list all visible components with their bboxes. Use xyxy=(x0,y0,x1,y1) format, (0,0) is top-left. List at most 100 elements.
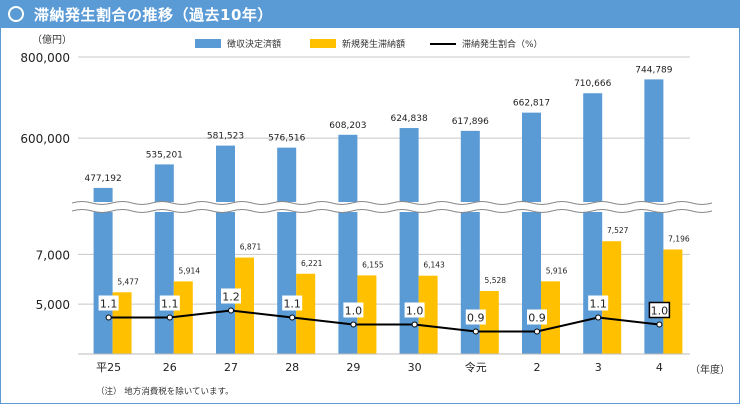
ratio-label: 1.0 xyxy=(406,305,424,318)
ratio-line xyxy=(108,309,660,333)
bar-label-collected: 576,516 xyxy=(268,134,305,144)
bar-collected-lower xyxy=(93,209,113,354)
ratio-label: 1.1 xyxy=(161,298,179,311)
ratio-label: 1.0 xyxy=(345,305,363,318)
ratio-label-box xyxy=(221,288,241,304)
ratio-label: 0.9 xyxy=(467,312,485,325)
ratio-label: 1.2 xyxy=(222,291,240,304)
bar-collected-lower xyxy=(216,209,235,354)
ratio-point xyxy=(472,328,479,335)
bar-new-delinquent xyxy=(541,281,560,354)
ratio-label: 0.9 xyxy=(528,312,546,325)
bar-new-delinquent xyxy=(296,273,316,354)
ratio-label-box xyxy=(588,295,609,311)
bar-collected-upper xyxy=(522,112,541,206)
bar-collected-lower xyxy=(277,209,297,354)
bar-collected-lower xyxy=(644,209,664,354)
x-tick-label: 29 xyxy=(346,361,360,374)
legend-label-new-delinquent: 新規発生滞納額 xyxy=(342,40,406,50)
y-tick-label: 5,000 xyxy=(36,298,70,312)
bar-collected-upper xyxy=(154,164,174,206)
x-tick-label: 令元 xyxy=(465,360,487,374)
ratio-label-box xyxy=(404,302,425,318)
bar-new-delinquent xyxy=(602,241,622,354)
ratio-point xyxy=(228,307,234,314)
bar-label-new-delinquent: 6,143 xyxy=(423,261,445,270)
ratio-label-box-highlight xyxy=(648,301,671,319)
page-title: 滞納発生割合の推移（過去10年） xyxy=(34,6,273,24)
ratio-label: 1.1 xyxy=(589,298,607,311)
footnote: （注） 地方消費税を除いています。 xyxy=(96,387,234,397)
ratio-label-box xyxy=(527,309,547,325)
ratio-label-box xyxy=(282,295,303,311)
bar-label-new-delinquent: 5,914 xyxy=(179,266,201,275)
x-unit-label: （年度） xyxy=(690,365,730,376)
bar-collected-upper xyxy=(277,147,297,206)
axis-break-band xyxy=(72,202,696,212)
legend-label-collected: 徴収決定済額 xyxy=(227,40,282,50)
bar-label-new-delinquent: 7,196 xyxy=(668,234,690,243)
x-tick-label: 4 xyxy=(656,361,663,374)
x-tick-label: 3 xyxy=(595,361,602,374)
bar-collected-lower xyxy=(583,209,603,354)
ratio-point xyxy=(166,314,173,321)
axis-break-line-top xyxy=(71,201,713,205)
bar-label-collected: 617,896 xyxy=(452,117,489,127)
ratio-point xyxy=(656,321,663,328)
x-tick-label: 28 xyxy=(285,361,299,374)
bar-collected-upper xyxy=(338,134,358,206)
legend-swatch-yellow xyxy=(310,39,336,48)
ratio-label: 1.0 xyxy=(651,305,669,318)
ratio-point xyxy=(350,321,357,328)
ratio-point xyxy=(105,314,112,321)
ratio-label-box xyxy=(159,295,180,311)
bar-new-delinquent xyxy=(418,275,438,354)
x-tick-label: 26 xyxy=(163,361,177,374)
bar-label-new-delinquent: 5,916 xyxy=(546,266,568,275)
axis-break-line-bottom xyxy=(71,209,713,213)
x-tick-label: 2 xyxy=(534,361,541,374)
y-tick-label: 800,000 xyxy=(20,51,70,65)
ratio-label-box xyxy=(343,302,364,318)
bar-collected-lower xyxy=(154,209,174,354)
legend-label-ratio: 滞納発生割合（%） xyxy=(462,40,543,50)
x-tick-label: 平25 xyxy=(96,361,121,374)
legend-swatch-blue xyxy=(195,39,221,48)
bar-label-collected: 535,201 xyxy=(146,150,183,160)
ratio-label: 1.1 xyxy=(283,298,301,311)
bar-label-new-delinquent: 6,155 xyxy=(362,260,384,269)
bar-collected-lower xyxy=(338,209,358,354)
bar-label-new-delinquent: 5,528 xyxy=(485,276,507,285)
ratio-label-box xyxy=(465,309,486,325)
bar-new-delinquent xyxy=(663,249,683,354)
ratio-point xyxy=(411,321,418,328)
bar-label-new-delinquent: 7,527 xyxy=(607,226,629,235)
x-tick-label: 27 xyxy=(224,361,238,374)
ratio-label-box xyxy=(98,295,119,311)
bar-label-collected: 608,203 xyxy=(329,121,366,131)
y-tick-label: 7,000 xyxy=(36,248,70,262)
bar-label-collected: 477,192 xyxy=(84,174,121,184)
bar-label-new-delinquent: 5,477 xyxy=(117,277,139,286)
bar-label-collected: 662,817 xyxy=(513,99,550,109)
bar-collected-upper xyxy=(216,145,235,206)
x-tick-label: 30 xyxy=(408,361,422,374)
bar-label-collected: 581,523 xyxy=(207,132,244,142)
ratio-label: 1.1 xyxy=(100,298,118,311)
bar-collected-upper xyxy=(644,79,664,206)
y-unit-label: （億円） xyxy=(32,35,72,46)
circle-icon xyxy=(8,6,24,22)
header-bar: 滞納発生割合の推移（過去10年） xyxy=(0,0,740,28)
bar-collected-upper xyxy=(93,187,113,206)
bar-collected-upper xyxy=(583,93,603,206)
bar-collected-upper xyxy=(460,130,480,206)
bar-label-new-delinquent: 6,221 xyxy=(301,259,323,268)
bar-collected-upper xyxy=(399,128,419,206)
bar-new-delinquent xyxy=(235,257,254,354)
bar-label-new-delinquent: 6,871 xyxy=(240,243,262,252)
ratio-point xyxy=(534,328,540,335)
bar-collected-lower xyxy=(399,209,419,354)
ratio-point xyxy=(289,314,296,321)
bar-label-collected: 624,838 xyxy=(390,114,427,124)
